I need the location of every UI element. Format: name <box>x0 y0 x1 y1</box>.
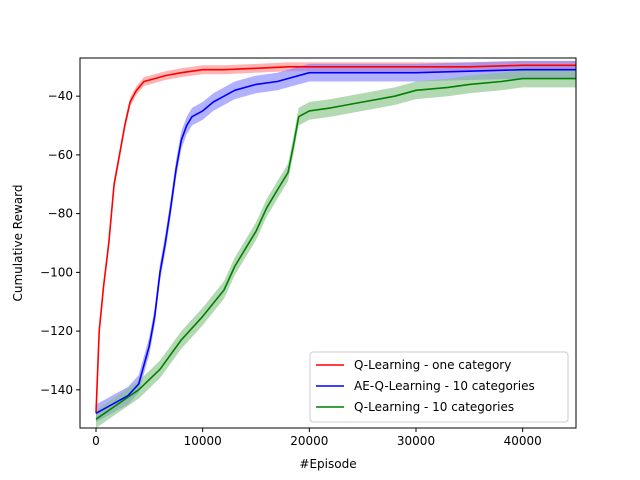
legend: Q-Learning - one category AE-Q-Learning -… <box>309 351 569 423</box>
x-tick-label: 40000 <box>504 434 542 448</box>
x-tick-label: 20000 <box>290 434 328 448</box>
y-tick-label: −80 <box>48 207 73 221</box>
series-line-3 <box>95 77 576 420</box>
legend-label-3: Q-Learning - 10 categories <box>354 400 514 414</box>
legend-label-2: AE-Q-Learning - 10 categories <box>354 379 535 393</box>
y-tick-label: −100 <box>40 265 73 279</box>
y-axis-ticks: −140 −120 −100 −80 −60 −40 <box>40 89 80 397</box>
series-line-1 <box>95 64 576 414</box>
legend-box <box>309 351 569 423</box>
y-axis-label: Cumulative Reward <box>11 185 25 302</box>
y-tick-label: −60 <box>48 148 73 162</box>
x-tick-label: 30000 <box>397 434 435 448</box>
series-line-2 <box>95 68 576 415</box>
series-band-3 <box>96 69 576 428</box>
x-axis-label: #Episode <box>299 457 356 471</box>
x-tick-label: 0 <box>92 434 100 448</box>
plot-frame <box>79 57 577 429</box>
confidence-bands <box>96 60 576 428</box>
series-lines <box>95 64 576 420</box>
y-tick-label: −120 <box>40 324 73 338</box>
y-tick-label: −140 <box>40 383 73 397</box>
legend-label-1: Q-Learning - one category <box>354 358 511 372</box>
x-axis-ticks: 0 10000 20000 30000 40000 <box>92 428 542 448</box>
y-tick-label: −40 <box>48 89 73 103</box>
x-tick-label: 10000 <box>184 434 222 448</box>
